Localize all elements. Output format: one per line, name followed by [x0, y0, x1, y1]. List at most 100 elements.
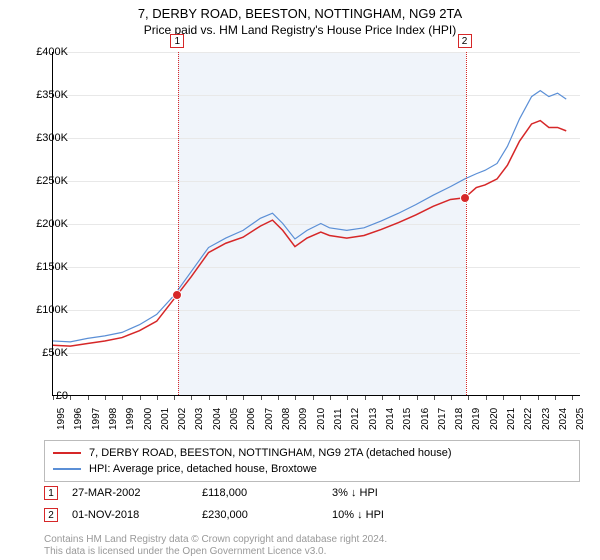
x-tick [313, 396, 314, 400]
marker-dot [172, 290, 182, 300]
x-tick [261, 396, 262, 400]
x-axis-label: 2011 [333, 408, 344, 430]
marker-price: £118,000 [202, 487, 332, 499]
page-subtitle: Price paid vs. HM Land Registry's House … [0, 21, 600, 37]
x-tick [209, 396, 210, 400]
legend-row: HPI: Average price, detached house, Brox… [53, 461, 571, 477]
x-tick [105, 396, 106, 400]
x-axis-label: 2012 [350, 408, 361, 430]
x-axis-label: 2010 [316, 408, 327, 430]
x-tick [191, 396, 192, 400]
legend-label: HPI: Average price, detached house, Brox… [89, 463, 317, 475]
x-tick [417, 396, 418, 400]
x-tick [157, 396, 158, 400]
x-tick [538, 396, 539, 400]
x-tick [468, 396, 469, 400]
marker-price: £230,000 [202, 509, 332, 521]
x-axis-label: 2003 [194, 408, 205, 430]
x-tick [174, 396, 175, 400]
page-title: 7, DERBY ROAD, BEESTON, NOTTINGHAM, NG9 … [0, 0, 600, 21]
x-tick [122, 396, 123, 400]
x-axis-label: 2008 [281, 408, 292, 430]
marker-box: 2 [458, 34, 472, 48]
marker-box: 1 [170, 34, 184, 48]
series-hpi [53, 91, 566, 342]
attribution: Contains HM Land Registry data © Crown c… [44, 534, 387, 558]
marker-date: 27-MAR-2002 [72, 487, 202, 499]
attribution-line: This data is licensed under the Open Gov… [44, 546, 387, 558]
marker-number-icon: 1 [44, 486, 58, 500]
x-axis-label: 2022 [523, 408, 534, 430]
x-axis-label: 2001 [160, 408, 171, 430]
x-tick [399, 396, 400, 400]
x-axis-label: 1997 [91, 408, 102, 430]
marker-line [178, 52, 179, 395]
x-axis-label: 2020 [489, 408, 500, 430]
x-axis-label: 2004 [212, 408, 223, 430]
y-axis-label: £0 [22, 390, 68, 402]
x-tick [520, 396, 521, 400]
x-axis-label: 2006 [246, 408, 257, 430]
x-tick [278, 396, 279, 400]
x-axis-label: 2016 [420, 408, 431, 430]
x-axis-label: 2019 [471, 408, 482, 430]
x-axis-label: 2014 [385, 408, 396, 430]
x-tick [226, 396, 227, 400]
marker-delta: 10% ↓ HPI [332, 509, 384, 521]
marker-number-icon: 2 [44, 508, 58, 522]
legend-swatch [53, 468, 81, 470]
x-tick [434, 396, 435, 400]
x-axis-label: 2021 [506, 408, 517, 430]
x-tick [382, 396, 383, 400]
y-axis-label: £150K [22, 261, 68, 273]
legend-label: 7, DERBY ROAD, BEESTON, NOTTINGHAM, NG9 … [89, 447, 452, 459]
attribution-line: Contains HM Land Registry data © Crown c… [44, 534, 387, 546]
y-axis-label: £100K [22, 304, 68, 316]
x-axis-label: 1999 [125, 408, 136, 430]
x-tick [140, 396, 141, 400]
x-tick [451, 396, 452, 400]
x-tick [330, 396, 331, 400]
x-axis-label: 2025 [575, 408, 586, 430]
x-axis-label: 2015 [402, 408, 413, 430]
x-tick [503, 396, 504, 400]
x-tick [486, 396, 487, 400]
y-axis-label: £200K [22, 218, 68, 230]
x-tick [347, 396, 348, 400]
x-axis-label: 2017 [437, 408, 448, 430]
x-tick [70, 396, 71, 400]
x-axis-label: 2009 [298, 408, 309, 430]
marker-detail-row: 2 01-NOV-2018£230,00010% ↓ HPI [44, 508, 384, 522]
marker-delta: 3% ↓ HPI [332, 487, 378, 499]
x-axis-label: 1998 [108, 408, 119, 430]
marker-line [466, 52, 467, 395]
x-axis-label: 2024 [558, 408, 569, 430]
marker-detail-row: 1 27-MAR-2002£118,0003% ↓ HPI [44, 486, 378, 500]
x-tick [295, 396, 296, 400]
x-tick [365, 396, 366, 400]
x-axis-label: 2000 [143, 408, 154, 430]
series-price_paid [53, 121, 566, 347]
marker-date: 01-NOV-2018 [72, 509, 202, 521]
y-axis-label: £300K [22, 132, 68, 144]
x-axis-label: 1995 [56, 408, 67, 430]
x-tick [243, 396, 244, 400]
y-axis-label: £350K [22, 89, 68, 101]
x-tick [555, 396, 556, 400]
y-axis-label: £400K [22, 46, 68, 58]
x-axis-label: 2007 [264, 408, 275, 430]
x-tick [88, 396, 89, 400]
x-axis-label: 1996 [73, 408, 84, 430]
chart [52, 52, 580, 396]
chart-lines [53, 52, 580, 395]
legend: 7, DERBY ROAD, BEESTON, NOTTINGHAM, NG9 … [44, 440, 580, 482]
y-axis-label: £250K [22, 175, 68, 187]
y-axis-label: £50K [22, 347, 68, 359]
x-axis-label: 2005 [229, 408, 240, 430]
x-axis-label: 2013 [368, 408, 379, 430]
legend-swatch [53, 452, 81, 454]
legend-row: 7, DERBY ROAD, BEESTON, NOTTINGHAM, NG9 … [53, 445, 571, 461]
x-axis-label: 2002 [177, 408, 188, 430]
x-axis-label: 2023 [541, 408, 552, 430]
marker-dot [460, 193, 470, 203]
